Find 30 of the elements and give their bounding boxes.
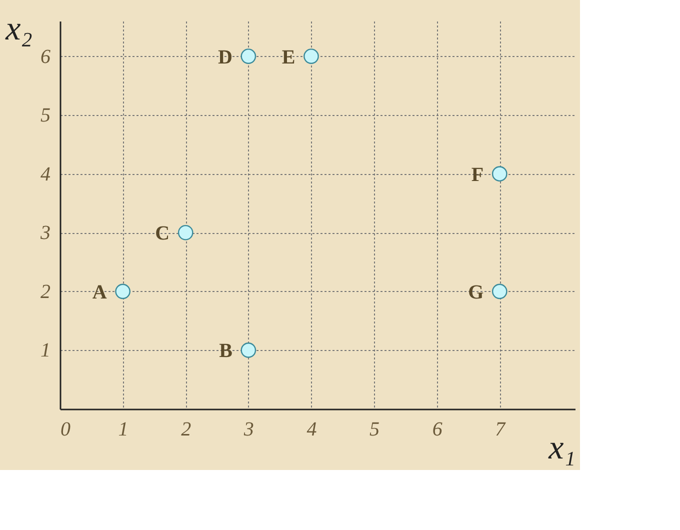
y-tick-label: 3 (40, 222, 50, 244)
annotation: G (468, 281, 484, 304)
point (240, 48, 256, 64)
point (492, 284, 508, 300)
point (178, 224, 194, 240)
x-tick-label: 5 (370, 418, 380, 440)
x-axis-title: x₁ (548, 430, 576, 466)
y-tick-label: 2 (40, 280, 50, 303)
point (492, 166, 508, 182)
annotation: D (218, 46, 232, 68)
x-tick-label: 6 (432, 418, 442, 440)
x-tick-label: 7 (495, 418, 506, 440)
annotation: A (92, 281, 108, 304)
annotation: B (219, 340, 232, 362)
x-tick-label: 4 (306, 418, 317, 440)
y-tick-label: 4 (40, 163, 50, 186)
x-tick-label: 2 (181, 418, 192, 440)
x-tick-label: 0 (60, 418, 70, 440)
annotation: C (155, 222, 170, 245)
y-tick-label: 1 (40, 340, 50, 362)
y-axis-title: x₂ (4, 10, 32, 48)
x-tick-label: 3 (242, 418, 254, 440)
annotation: E (282, 46, 296, 68)
annotation: F (471, 164, 484, 186)
y-tick-label: 5 (40, 104, 50, 127)
x-tick-label: 1 (118, 418, 128, 440)
y-tick-label: 6 (40, 46, 50, 68)
point (240, 342, 256, 358)
point (304, 48, 319, 64)
point (115, 284, 130, 300)
